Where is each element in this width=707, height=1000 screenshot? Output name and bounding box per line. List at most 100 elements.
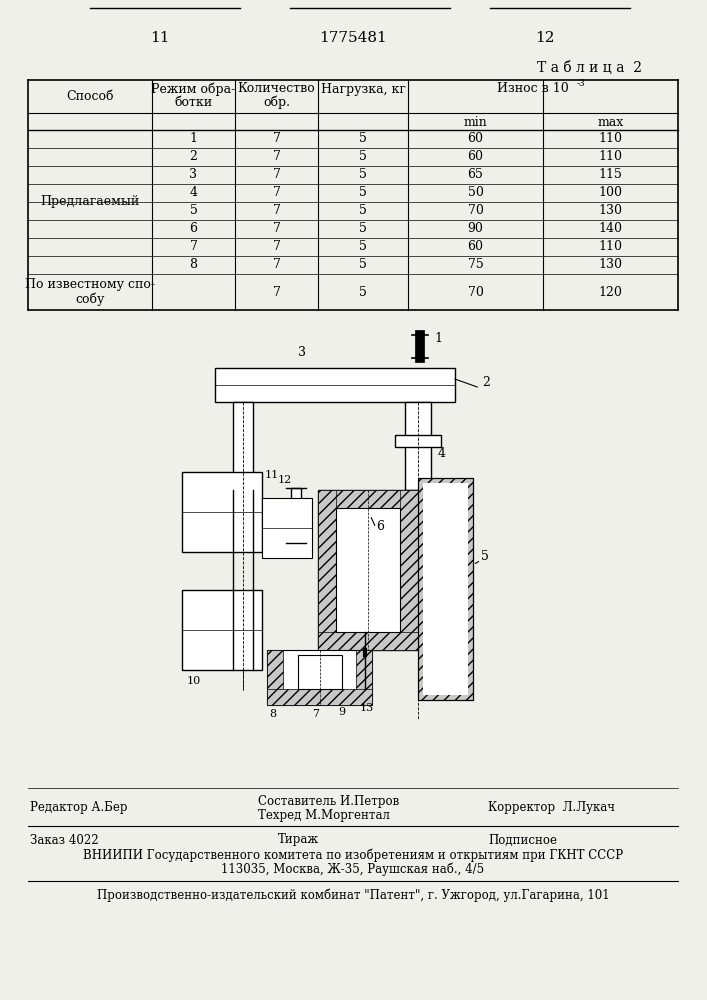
Text: 5: 5: [359, 223, 367, 235]
Bar: [423, 483, 468, 695]
Bar: [298, 655, 342, 689]
Text: 60: 60: [467, 150, 484, 163]
Text: 4: 4: [189, 186, 197, 200]
Text: 9: 9: [338, 707, 345, 717]
Bar: [405, 402, 431, 490]
Bar: [356, 650, 373, 705]
Text: 7: 7: [273, 150, 281, 163]
Bar: [395, 435, 441, 447]
Text: 5: 5: [359, 205, 367, 218]
Text: 13: 13: [360, 703, 374, 713]
Text: Корректор  Л.Лукач: Корректор Л.Лукач: [488, 802, 615, 814]
Bar: [318, 490, 418, 650]
Bar: [291, 488, 301, 543]
Text: 1: 1: [189, 132, 197, 145]
Text: 7: 7: [273, 132, 281, 145]
Text: ВНИИПИ Государственного комитета по изобретениям и открытиям при ГКНТ СССР: ВНИИПИ Государственного комитета по изоб…: [83, 848, 623, 862]
Bar: [318, 632, 418, 650]
Text: 100: 100: [599, 186, 622, 200]
Text: 60: 60: [467, 132, 484, 145]
Text: 115: 115: [599, 168, 622, 182]
Bar: [267, 689, 373, 705]
Text: 1: 1: [434, 332, 442, 345]
Bar: [318, 490, 418, 508]
Text: Количество: Количество: [238, 83, 315, 96]
Text: 7: 7: [273, 186, 281, 200]
Text: 6: 6: [189, 223, 197, 235]
Text: 90: 90: [467, 223, 484, 235]
Text: -3: -3: [577, 79, 585, 88]
Text: 5: 5: [359, 258, 367, 271]
Bar: [182, 472, 262, 552]
Text: Режим обра-: Режим обра-: [151, 82, 235, 96]
Text: 7: 7: [312, 709, 319, 719]
Text: 130: 130: [599, 205, 622, 218]
Text: обр.: обр.: [263, 95, 290, 109]
Text: 8: 8: [189, 258, 197, 271]
Text: min: min: [464, 115, 487, 128]
Text: Редактор А.Бер: Редактор А.Бер: [30, 802, 127, 814]
Text: 7: 7: [273, 168, 281, 182]
Text: 70: 70: [467, 205, 484, 218]
Text: ботки: ботки: [175, 96, 213, 108]
Bar: [215, 368, 455, 402]
Text: Нагрузка, кг: Нагрузка, кг: [320, 83, 405, 96]
Text: 5: 5: [359, 150, 367, 163]
Text: 60: 60: [467, 240, 484, 253]
Text: По известному спо-
собу: По известному спо- собу: [25, 278, 155, 306]
Text: 12: 12: [535, 31, 555, 45]
Text: 3: 3: [189, 168, 197, 182]
Text: Тираж: Тираж: [278, 834, 319, 846]
Text: 120: 120: [599, 286, 622, 298]
Text: 5: 5: [359, 168, 367, 182]
Text: 5: 5: [359, 240, 367, 253]
Text: 11: 11: [265, 470, 279, 480]
Bar: [418, 478, 473, 700]
Text: max: max: [597, 115, 624, 128]
Text: 8: 8: [269, 709, 276, 719]
Bar: [262, 498, 312, 558]
Text: 140: 140: [599, 223, 622, 235]
Text: 130: 130: [599, 258, 622, 271]
Text: 65: 65: [467, 168, 484, 182]
Bar: [267, 650, 373, 705]
Text: Подписное: Подписное: [488, 834, 557, 846]
Text: 5: 5: [359, 132, 367, 145]
Text: Составитель И.Петров: Составитель И.Петров: [258, 794, 399, 808]
Text: Т а б л и ц а  2: Т а б л и ц а 2: [537, 61, 643, 75]
Text: 7: 7: [273, 223, 281, 235]
Text: 6: 6: [376, 520, 384, 533]
Text: Предлагаемый: Предлагаемый: [40, 196, 139, 209]
Text: 7: 7: [273, 286, 281, 298]
Bar: [418, 478, 473, 700]
Text: Заказ 4022: Заказ 4022: [30, 834, 98, 846]
Text: 3: 3: [298, 346, 306, 359]
Text: 1775481: 1775481: [319, 31, 387, 45]
Text: Способ: Способ: [66, 90, 114, 103]
Bar: [182, 590, 262, 670]
Text: Производственно-издательский комбинат "Патент", г. Ужгород, ул.Гагарина, 101: Производственно-издательский комбинат "П…: [97, 888, 609, 902]
Text: 12: 12: [278, 475, 292, 485]
Text: Износ в 10: Износ в 10: [497, 83, 569, 96]
Text: 75: 75: [467, 258, 484, 271]
Text: 5: 5: [359, 286, 367, 298]
Bar: [233, 402, 253, 490]
Text: 2: 2: [482, 376, 490, 389]
Text: 5: 5: [359, 186, 367, 200]
Text: 113035, Москва, Ж-35, Раушская наб., 4/5: 113035, Москва, Ж-35, Раушская наб., 4/5: [221, 862, 484, 876]
Bar: [318, 490, 336, 650]
Bar: [336, 508, 400, 632]
Text: 7: 7: [273, 205, 281, 218]
Text: Техред М.Моргентал: Техред М.Моргентал: [258, 808, 390, 822]
Text: 7: 7: [273, 258, 281, 271]
Text: 70: 70: [467, 286, 484, 298]
Text: 5: 5: [481, 550, 489, 563]
Text: 7: 7: [189, 240, 197, 253]
Text: 2: 2: [189, 150, 197, 163]
Text: 10: 10: [187, 676, 201, 686]
Text: 110: 110: [599, 150, 622, 163]
Bar: [267, 650, 284, 705]
Text: 110: 110: [599, 132, 622, 145]
Text: 50: 50: [467, 186, 484, 200]
Text: 4: 4: [438, 447, 446, 460]
